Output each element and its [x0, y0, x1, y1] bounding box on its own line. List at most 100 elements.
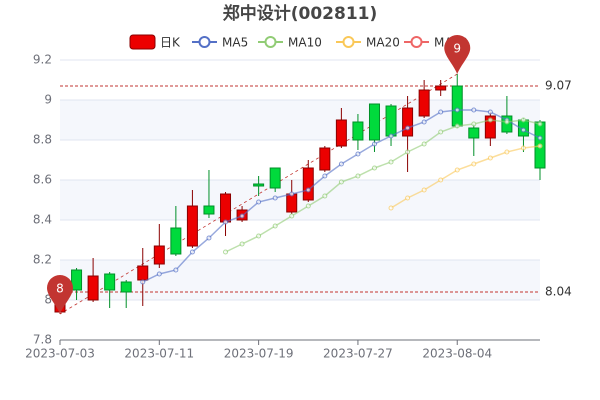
mark-line-label: 9.07 [545, 79, 572, 93]
mark-point-label: 9 [453, 42, 461, 56]
ma-line [225, 119, 541, 253]
legend-icon [198, 36, 211, 48]
ma-point [256, 233, 262, 239]
ma-point [454, 167, 460, 173]
legend-icon [264, 36, 277, 48]
mark-line-label: 8.04 [545, 285, 572, 299]
ma-point [537, 121, 543, 127]
ma-point [272, 223, 278, 229]
ma-point [305, 187, 311, 193]
candle-body [385, 105, 397, 137]
ma-point [537, 143, 543, 149]
candle-body [203, 205, 215, 215]
grid-band [60, 260, 540, 300]
ma-point [338, 161, 344, 167]
ma-point [289, 213, 295, 219]
candle-body [220, 193, 232, 223]
ma-point [355, 151, 361, 157]
ma-point [272, 195, 278, 201]
ma-point [487, 155, 493, 161]
ma-point [239, 241, 245, 247]
y-tick-label: 9 [44, 93, 52, 107]
legend-icon [342, 36, 355, 48]
ma-point [405, 195, 411, 201]
candle-body [87, 275, 99, 301]
ma-point [206, 235, 212, 241]
ma-point [421, 187, 427, 193]
ma-point [223, 219, 229, 225]
ma-point [156, 271, 162, 277]
ma-point [305, 203, 311, 209]
ma-point [438, 177, 444, 183]
ma-point [421, 119, 427, 125]
ma-point [338, 179, 344, 185]
candle-body [120, 281, 132, 293]
candle-body [269, 167, 281, 189]
chart-title: 郑中设计(002811) [223, 3, 378, 24]
ma-point [256, 199, 262, 205]
legend-icon [410, 36, 423, 48]
ma-point [537, 135, 543, 141]
candle-body [368, 103, 380, 141]
legend-label: 日K [160, 36, 181, 50]
ma-point [173, 267, 179, 273]
ma-point [454, 123, 460, 129]
candle-body [153, 245, 165, 265]
legend-label: MA20 [366, 36, 400, 50]
ma-point [189, 249, 195, 255]
ma-point [355, 173, 361, 179]
ma-point [405, 125, 411, 131]
ma-point [520, 117, 526, 123]
candle-body [468, 127, 480, 139]
ma-point [504, 119, 510, 125]
candle-body [402, 107, 414, 137]
mark-point-link [59, 73, 458, 315]
ma-point [471, 161, 477, 167]
candle-body [137, 265, 149, 281]
ma-point [438, 109, 444, 115]
candle-body [435, 85, 447, 91]
candle-body [418, 89, 430, 117]
legend-icon [129, 34, 156, 50]
ma-point [487, 117, 493, 123]
ma-point [504, 149, 510, 155]
x-tick-label: 2023-07-27 [323, 347, 393, 361]
ma-point [471, 121, 477, 127]
x-tick-label: 2023-07-03 [25, 347, 95, 361]
y-tick-label: 9.2 [33, 53, 52, 67]
candle-body [286, 193, 298, 213]
x-tick-label: 2023-07-11 [124, 347, 194, 361]
ma-point [471, 107, 477, 113]
x-tick-label: 2023-07-19 [224, 347, 294, 361]
ma-point [487, 109, 493, 115]
legend-label: MA10 [288, 36, 322, 50]
legend-label: MA5 [222, 36, 248, 50]
candle-body [319, 147, 331, 171]
y-tick-label: 7.8 [33, 333, 52, 347]
ma-point [454, 107, 460, 113]
candle-body [302, 167, 314, 201]
y-tick-label: 8 [44, 293, 52, 307]
candle-body [335, 119, 347, 147]
candle-body [451, 85, 463, 127]
candle-body [352, 121, 364, 141]
candle-body [484, 115, 496, 139]
x-tick-label: 2023-08-04 [422, 347, 492, 361]
ma-point [388, 159, 394, 165]
y-tick-label: 8.6 [33, 173, 52, 187]
mark-point-label: 8 [56, 282, 64, 296]
y-tick-label: 8.8 [33, 133, 52, 147]
y-tick-label: 8.2 [33, 253, 52, 267]
mark-point [47, 275, 73, 314]
candle-body [104, 273, 116, 291]
ma-point [388, 205, 394, 211]
grid-band [60, 100, 540, 140]
ma-point [140, 279, 146, 285]
ma-point [322, 173, 328, 179]
grid-band [60, 180, 540, 220]
ma-point [289, 191, 295, 197]
ma-point [421, 141, 427, 147]
ma-point [371, 165, 377, 171]
y-tick-label: 8.4 [33, 213, 52, 227]
